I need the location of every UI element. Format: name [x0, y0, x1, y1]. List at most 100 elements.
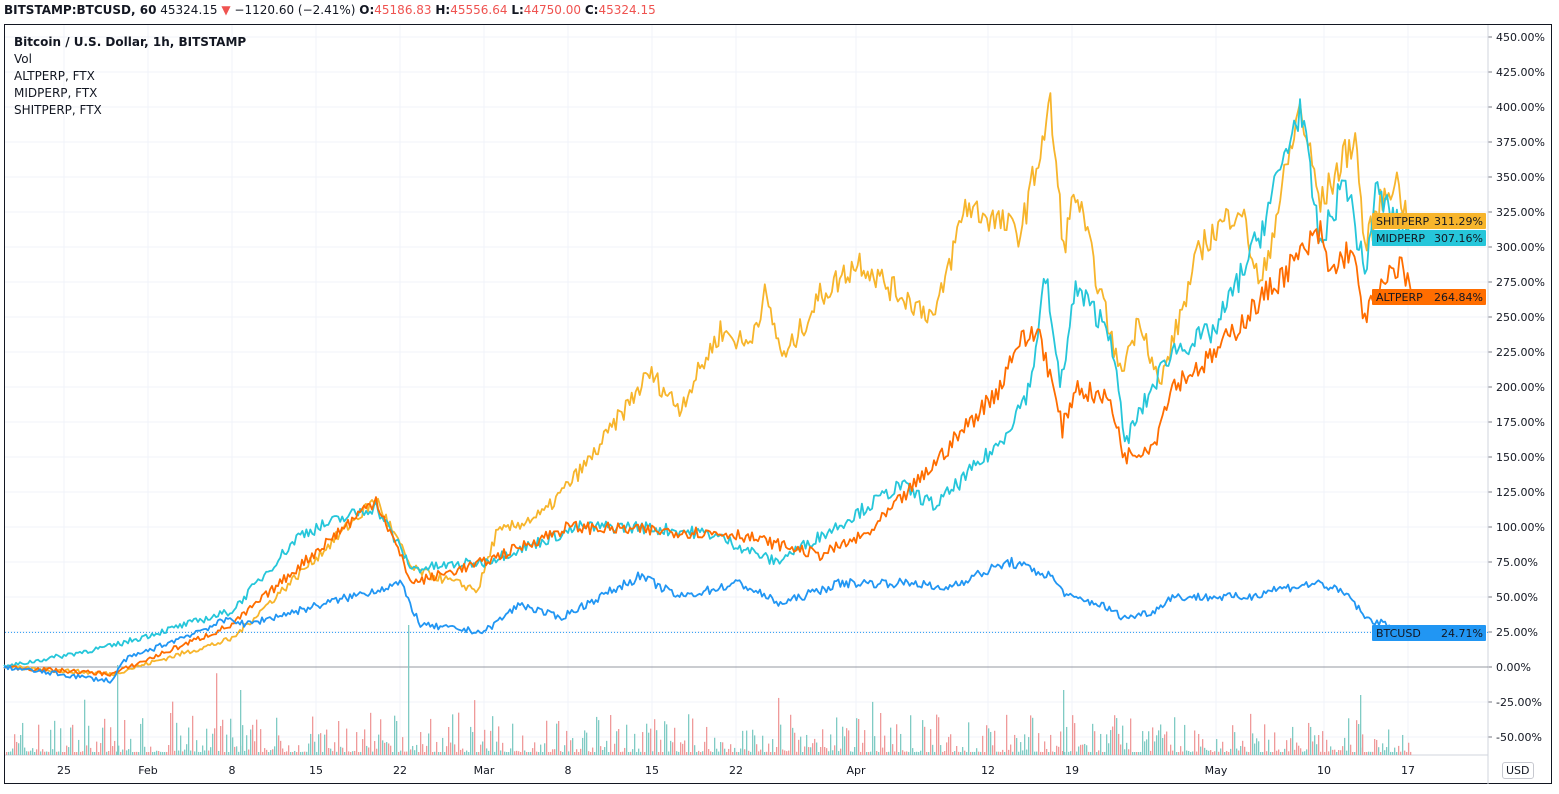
volume-bar: [600, 746, 602, 755]
volume-bar: [834, 745, 836, 755]
volume-bar: [710, 751, 712, 755]
high-label: H:: [435, 3, 451, 17]
legend-altperp[interactable]: ALTPERP, FTX: [14, 69, 95, 83]
volume-bar: [338, 721, 340, 755]
volume-bar: [526, 751, 528, 755]
volume-bar: [1012, 751, 1014, 755]
volume-bar: [982, 735, 984, 755]
volume-bar: [1022, 750, 1024, 755]
volume-bar: [870, 751, 872, 755]
volume-bar: [110, 727, 112, 755]
volume-bar: [344, 751, 346, 755]
volume-bar: [218, 751, 220, 755]
volume-bar: [62, 751, 64, 755]
y-tick-label: 50.00%: [1496, 591, 1538, 604]
price-label-altperp[interactable]: ALTPERP 264.84%: [1372, 289, 1486, 305]
volume-bar: [756, 744, 758, 755]
volume-bar: [180, 735, 182, 755]
volume-bar: [292, 751, 294, 755]
price-label-shitperp[interactable]: SHITPERP 311.29%: [1372, 213, 1486, 229]
volume-bar: [286, 751, 288, 755]
legend-main[interactable]: Bitcoin / U.S. Dollar, 1h, BITSTAMP: [14, 35, 247, 49]
volume-bar: [152, 751, 154, 755]
y-tick-label: 350.00%: [1496, 171, 1545, 184]
volume-bar: [114, 740, 116, 755]
volume-bar: [726, 751, 728, 755]
volume-bar: [878, 751, 880, 755]
volume-bar: [644, 751, 646, 755]
volume-bar: [774, 751, 776, 755]
volume-bar: [704, 741, 706, 755]
volume-bar: [98, 751, 100, 755]
volume-bar: [1100, 733, 1102, 755]
volume-bar: [490, 730, 492, 755]
volume-bar: [1354, 751, 1356, 755]
volume-bar: [1306, 749, 1308, 755]
volume-bar: [1054, 751, 1056, 755]
volume-bar: [1352, 751, 1354, 755]
volume-bar: [970, 751, 972, 755]
open-label: O:: [359, 3, 375, 17]
volume-bar: [190, 750, 192, 755]
volume-bar: [246, 735, 248, 755]
volume-bar: [1084, 743, 1086, 755]
volume-bar: [1042, 752, 1044, 755]
volume-bar: [1396, 751, 1398, 755]
volume-bar: [1074, 723, 1076, 755]
volume-bar: [1328, 751, 1330, 755]
volume-bar: [1346, 750, 1348, 755]
volume-bar: [342, 747, 344, 755]
volume-bar: [1274, 732, 1276, 755]
volume-bar: [474, 700, 476, 755]
volume-bar: [776, 747, 778, 755]
legend-midperp[interactable]: MIDPERP, FTX: [14, 86, 98, 100]
volume-bar: [276, 717, 278, 755]
volume-bar: [1160, 724, 1162, 755]
volume-bar: [728, 748, 730, 755]
currency-button[interactable]: USD: [1502, 762, 1534, 779]
volume-bar: [316, 751, 318, 755]
volume-bar: [990, 731, 992, 755]
volume-bar: [280, 740, 282, 755]
volume-bar: [8, 751, 10, 755]
volume-bar: [1154, 741, 1156, 755]
volume-bar: [1016, 738, 1018, 755]
volume-bar: [496, 741, 498, 755]
volume-bar: [332, 751, 334, 755]
volume-bar: [802, 751, 804, 755]
price-label-btcusd[interactable]: BTCUSD 24.71%: [1372, 625, 1486, 641]
x-tick-label: 25: [57, 764, 71, 777]
volume-bar: [690, 751, 692, 755]
volume-bar: [458, 712, 460, 755]
volume-bar: [522, 735, 524, 755]
volume-bar: [450, 742, 452, 755]
volume-bar: [962, 747, 964, 755]
volume-bar: [172, 701, 174, 755]
volume-bar: [500, 750, 502, 755]
volume-bar: [234, 746, 236, 755]
volume-bar: [400, 750, 402, 755]
volume-bar: [14, 734, 16, 755]
volume-bar: [1260, 751, 1262, 755]
legend-vol[interactable]: Vol: [14, 52, 32, 66]
legend-shitperp[interactable]: SHITPERP, FTX: [14, 103, 102, 117]
volume-bar: [1028, 737, 1030, 755]
volume-bar: [590, 751, 592, 755]
volume-bar: [652, 751, 654, 755]
volume-bar: [84, 699, 86, 755]
volume-bar: [1026, 749, 1028, 755]
y-tick-label: 325.00%: [1496, 206, 1545, 219]
volume-bar: [1244, 746, 1246, 755]
volume-bar: [510, 748, 512, 755]
volume-bar: [268, 751, 270, 755]
volume-bar: [198, 751, 200, 755]
price-label-midperp[interactable]: MIDPERP 307.16%: [1372, 230, 1486, 246]
volume-bar: [1172, 750, 1174, 755]
volume-bar: [486, 748, 488, 755]
down-arrow-icon: ▼: [221, 3, 231, 17]
volume-bar: [1134, 751, 1136, 755]
volume-bar: [1010, 744, 1012, 755]
high-value: 45556.64: [450, 3, 508, 17]
